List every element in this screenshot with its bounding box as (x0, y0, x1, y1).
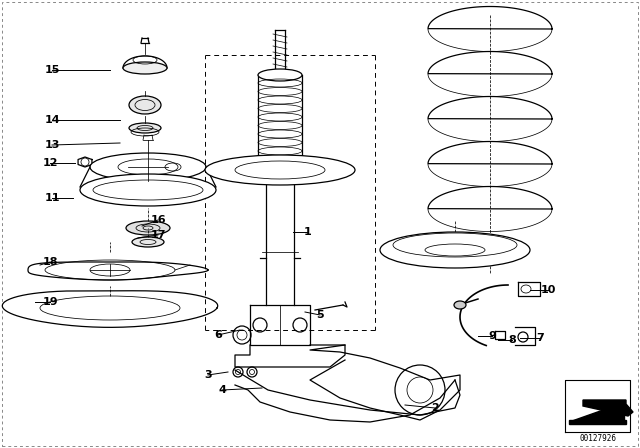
Ellipse shape (205, 155, 355, 185)
Text: 16: 16 (150, 215, 166, 225)
Text: 6: 6 (214, 330, 222, 340)
Text: 10: 10 (540, 285, 556, 295)
Text: 4: 4 (218, 385, 226, 395)
Text: 8: 8 (508, 335, 516, 345)
Text: 19: 19 (42, 297, 58, 307)
Ellipse shape (454, 301, 466, 309)
Ellipse shape (90, 153, 206, 181)
Text: 17: 17 (150, 230, 166, 240)
Text: 18: 18 (42, 257, 58, 267)
Text: 14: 14 (44, 115, 60, 125)
Text: 2: 2 (431, 403, 439, 413)
Ellipse shape (132, 237, 164, 247)
Text: 11: 11 (44, 193, 60, 203)
Text: 3: 3 (204, 370, 212, 380)
Ellipse shape (123, 62, 167, 74)
Text: 00127926: 00127926 (579, 434, 616, 443)
Text: 9: 9 (488, 331, 496, 341)
Polygon shape (569, 420, 626, 424)
Text: 13: 13 (44, 140, 60, 150)
Polygon shape (583, 400, 633, 416)
Text: 12: 12 (42, 158, 58, 168)
Text: 15: 15 (44, 65, 60, 75)
Ellipse shape (80, 174, 216, 206)
Ellipse shape (126, 221, 170, 235)
Text: 1: 1 (304, 227, 312, 237)
Ellipse shape (129, 96, 161, 114)
Text: 5: 5 (316, 310, 324, 320)
Text: 7: 7 (536, 333, 544, 343)
Ellipse shape (129, 123, 161, 133)
Polygon shape (573, 402, 624, 420)
Text: 20: 20 (490, 243, 506, 253)
Ellipse shape (258, 69, 302, 81)
Ellipse shape (380, 232, 530, 268)
